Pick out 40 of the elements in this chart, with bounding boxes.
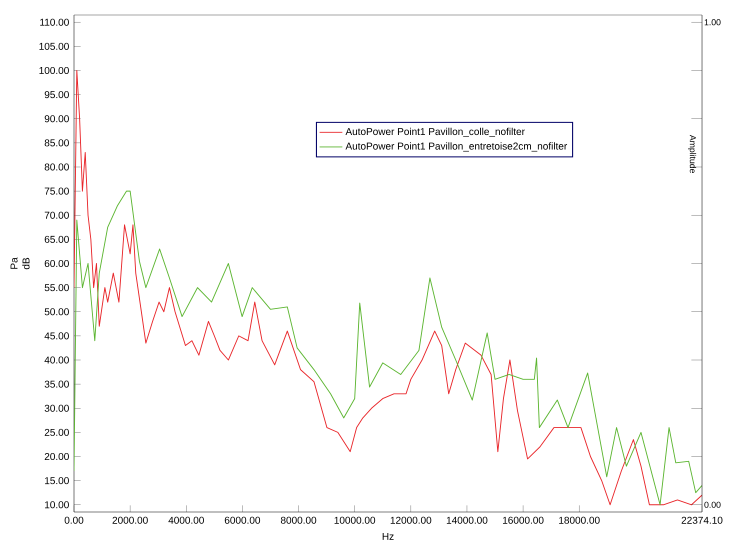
x-tick-label: 12000.00 xyxy=(390,516,432,524)
y-tick-label: 95.00 xyxy=(44,91,69,98)
x-tick-label: 8000.00 xyxy=(280,516,316,524)
y-tick-label: 85.00 xyxy=(44,139,69,146)
x-axis-title: Hz xyxy=(382,532,394,540)
y-tick-label: 45.00 xyxy=(44,332,69,340)
x-tick-label: 0.00 xyxy=(64,516,84,524)
y-tick-label: 15.00 xyxy=(45,477,69,484)
legend-label: AutoPower Point1 Pavillon_entretoise2cm_nofilter xyxy=(345,142,568,152)
y-tick-label: 100.00 xyxy=(39,66,69,74)
x-tick-label: 4000.00 xyxy=(168,516,204,524)
x-tick-label: 14000.00 xyxy=(446,516,488,524)
x-tick-label: 16000.00 xyxy=(502,516,544,524)
y-tick-label: 10.00 xyxy=(45,501,69,508)
y-tick-label: 30.00 xyxy=(44,404,69,412)
y-axis-title: Pa dB xyxy=(10,257,30,270)
y-tick-label: 65.00 xyxy=(44,236,69,243)
x-tick-label: 6000.00 xyxy=(224,516,260,524)
y2-tick-label: 0.00 xyxy=(704,502,721,508)
legend-label: AutoPower Point1 Pavillon_colle_nofilter xyxy=(345,128,525,137)
y-tick-label: 80.00 xyxy=(44,163,69,171)
y-tick-label: 50.00 xyxy=(44,308,69,316)
y-tick-label: 20.00 xyxy=(44,452,69,460)
x-tick-label: 22374.10 xyxy=(682,516,722,524)
y-tick-label: 110.00 xyxy=(40,18,69,26)
y-tick-label: 105.00 xyxy=(39,42,69,50)
y-tick-label: 40.00 xyxy=(44,356,69,364)
y-tick-label: 90.00 xyxy=(44,115,69,122)
y-tick-label: 70.00 xyxy=(44,212,69,219)
y-tick-label: 35.00 xyxy=(44,380,69,388)
x-tick-label: 18000.00 xyxy=(559,516,600,524)
y-tick-label: 25.00 xyxy=(44,428,69,436)
y2-tick-label: 1.00 xyxy=(704,19,721,26)
y-tick-label: 60.00 xyxy=(44,260,69,268)
y-tick-label: 55.00 xyxy=(44,284,69,292)
x-tick-label: 2000.00 xyxy=(112,516,148,524)
y2-axis-title: Amplitude xyxy=(688,134,696,174)
y-tick-label: 75.00 xyxy=(44,188,69,195)
x-tick-label: 10000.00 xyxy=(334,516,376,524)
line-series xyxy=(74,190,702,506)
